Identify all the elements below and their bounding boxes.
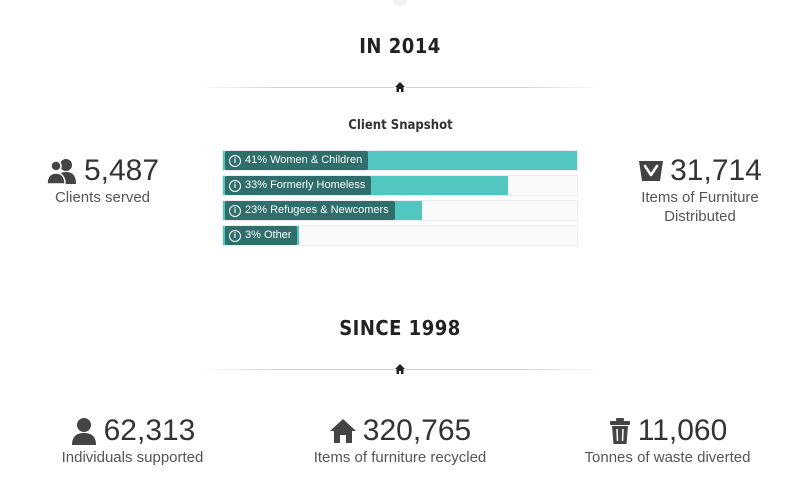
trash-icon [608,417,632,445]
clients-served-label: Clients served [54,189,151,206]
basket-icon [638,159,664,183]
home-icon [394,81,406,93]
heading-1998: SINCE 1998 [339,316,461,340]
bar-label-text: 41% Women & Children [245,154,363,166]
waste-diverted-value: 11,060 [637,414,728,447]
furniture-distributed-label-1: Items of Furniture [641,189,759,206]
stat-clients-served: 5,487 Clients served [20,154,185,207]
info-icon: i [229,179,241,192]
stat-waste-diverted: 11,060 Tonnes of waste diverted [570,414,765,467]
bar-women-children: i 41% Women & Children [222,150,578,171]
bar-other: i 3% Other [222,225,578,246]
heading-2014: IN 2014 [359,34,441,58]
individuals-supported-value: 62,313 [103,414,196,447]
bar-label-text: 33% Formerly Homeless [245,179,366,191]
users-icon [46,158,78,184]
furniture-distributed-value: 31,714 [670,154,762,187]
bar-refugees-newcomers: i 23% Refugees & Newcomers [222,200,578,221]
waste-diverted-label: Tonnes of waste diverted [584,449,751,466]
home-icon [394,363,406,375]
bar-formerly-homeless: i 33% Formerly Homeless [222,175,578,196]
furniture-recycled-label: Items of furniture recycled [313,449,487,466]
user-icon [70,417,98,445]
clients-served-value: 5,487 [83,154,160,187]
bar-label-text: 23% Refugees & Newcomers [245,204,389,216]
top-decoration [392,0,408,6]
client-snapshot-title: Client Snapshot [348,118,453,133]
bar-label-text: 3% Other [245,229,292,241]
info-icon: i [229,229,241,242]
stat-individuals-supported: 62,313 Individuals supported [40,414,225,467]
individuals-supported-label: Individuals supported [61,449,204,466]
info-icon: i [229,154,241,167]
stat-furniture-distributed: 31,714 Items of Furniture Distributed [615,154,785,226]
furniture-distributed-label-2: Distributed [664,208,736,225]
home-icon [329,418,357,444]
furniture-recycled-value: 320,765 [362,414,472,447]
stat-furniture-recycled: 320,765 Items of furniture recycled [295,414,505,467]
info-icon: i [229,204,241,217]
client-snapshot-bars: i 41% Women & Children i 33% Formerly Home… [222,150,578,250]
